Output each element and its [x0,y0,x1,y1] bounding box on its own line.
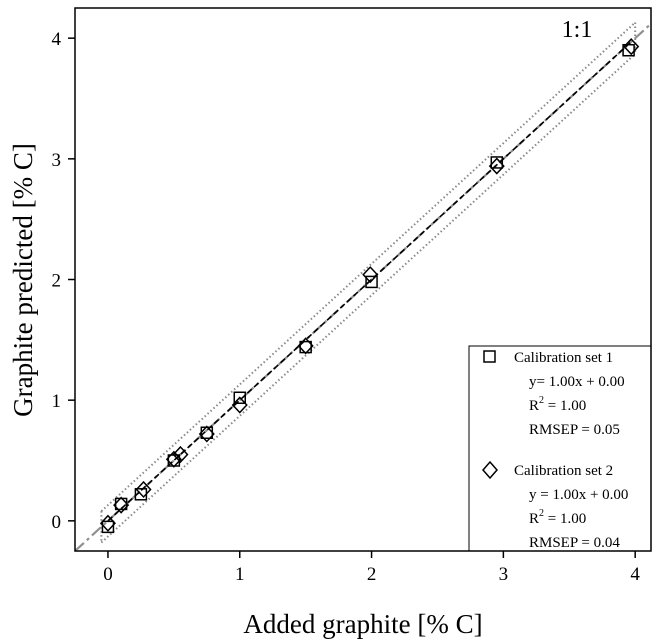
y-axis-title: Graphite predicted [% C] [8,143,38,417]
y-tick-label-0: 0 [52,512,62,533]
legend-box [468,345,652,552]
point-set2-7 [297,337,314,355]
legend-set2-equation: y = 1.00x + 0.00 [529,487,628,503]
point-set2-1 [113,496,130,514]
series-2 [99,38,640,532]
y-tick-label-4: 4 [52,29,62,50]
point-set1-5 [233,391,247,405]
point-set2-5 [198,425,215,443]
legend: Calibration set 1 y= 1.00x + 0.00 R2 = 1… [468,345,652,552]
confidence-band-upper [100,21,636,512]
legend-set1-equation: y= 1.00x + 0.00 [529,374,625,390]
x-axis-title: Added graphite [% C] [243,609,482,639]
x-tick-label-3: 3 [499,564,509,585]
point-set2-2 [135,480,152,499]
legend-set2-label: Calibration set 2 [514,463,613,479]
legend-square-marker [483,350,496,363]
confidence-band-lower [100,53,636,544]
point-set2-8 [362,266,379,284]
plot-frame [74,7,652,552]
legend-set1-r2: R2 = 1.00 [529,395,586,414]
x-tick-label-2: 2 [367,564,377,585]
y-axis: 0 1 2 3 4 [52,29,75,533]
point-set1-8 [490,156,504,169]
legend-diamond-marker [482,460,498,480]
y-tick-label-2: 2 [52,271,62,292]
y-tick-label-3: 3 [52,150,62,171]
x-tick-label-1: 1 [235,564,245,585]
legend-set1-label: Calibration set 1 [514,350,613,366]
legend-set2-r2: R2 = 1.00 [529,508,586,527]
point-set1-7 [365,275,378,289]
legend-set2-rmsep: RMSEP = 0.04 [529,535,620,551]
point-set1-0 [101,520,115,534]
annotation-one-to-one: 1:1 [562,17,593,43]
point-set2-10 [623,38,640,56]
y-tick-label-1: 1 [52,391,62,412]
point-set2-3 [165,450,182,468]
point-set2-6 [231,396,248,414]
legend-set1-rmsep: RMSEP = 0.05 [529,422,620,438]
point-set2-4 [172,445,189,464]
x-tick-label-4: 4 [630,564,640,585]
plot-area [75,21,651,551]
x-tick-label-0: 0 [103,564,113,585]
point-set2-9 [488,157,505,175]
point-set2-0 [99,514,116,532]
x-axis: 0 1 2 3 4 [103,551,640,585]
